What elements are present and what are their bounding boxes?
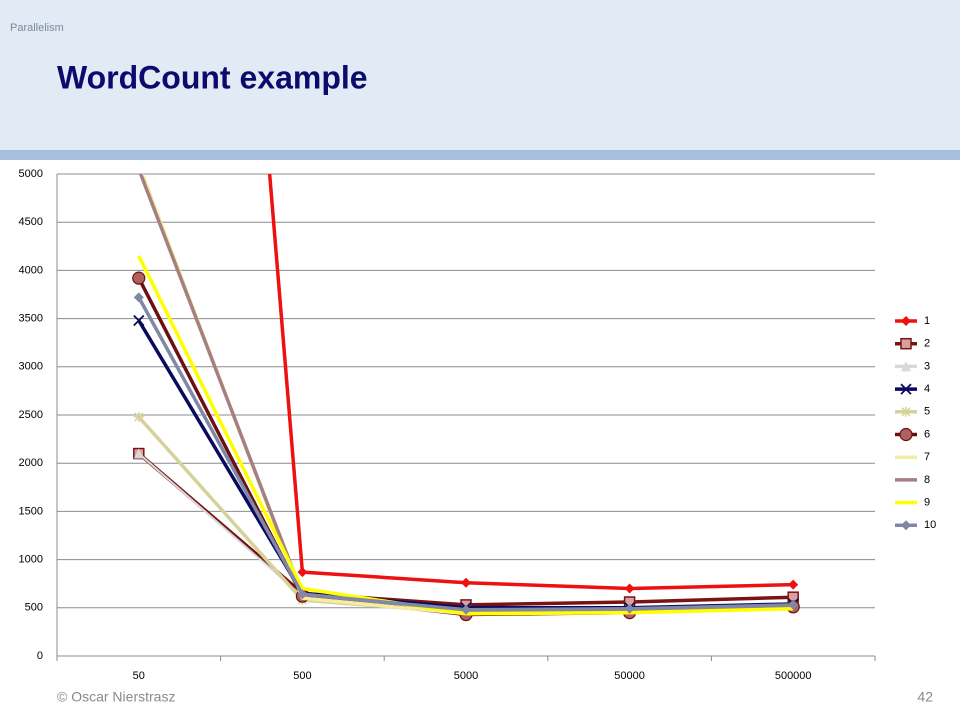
legend-label: 1 — [924, 315, 930, 327]
y-tick-label: 1500 — [19, 505, 43, 517]
marker — [900, 337, 912, 350]
header-band — [0, 0, 960, 150]
marker — [132, 271, 146, 285]
y-tick-label: 1000 — [19, 554, 43, 566]
y-tick-label: 2500 — [19, 409, 43, 421]
marker — [901, 361, 911, 372]
marker — [461, 604, 471, 615]
y-tick-label: 4500 — [19, 216, 43, 228]
y-tick-label: 5000 — [19, 168, 43, 180]
legend-label: 10 — [924, 519, 936, 531]
legend-label: 9 — [924, 497, 930, 509]
y-tick-label: 2000 — [19, 457, 43, 469]
legend-label: 6 — [924, 428, 930, 440]
legend-label: 3 — [924, 360, 930, 372]
marker — [900, 383, 912, 395]
marker — [788, 599, 799, 610]
marker — [901, 406, 911, 417]
marker — [899, 427, 913, 442]
footer-author: © Oscar Nierstrasz — [57, 689, 175, 705]
legend-label: 4 — [924, 383, 930, 395]
y-tick-label: 3500 — [19, 313, 43, 325]
legend-label: 2 — [924, 338, 930, 350]
x-tick-label: 500 — [293, 670, 311, 682]
section-label: Parallelism — [10, 22, 64, 34]
y-tick-label: 3000 — [19, 361, 43, 373]
marker — [133, 411, 144, 422]
marker — [461, 577, 471, 588]
marker — [901, 316, 911, 326]
marker — [133, 314, 145, 327]
x-tick-label: 50000 — [614, 670, 645, 682]
slide-title: WordCount example — [57, 59, 368, 95]
x-tick-label: 5000 — [454, 670, 478, 682]
header-strip — [0, 150, 960, 160]
marker — [788, 579, 799, 590]
marker — [297, 589, 308, 600]
marker — [133, 292, 144, 303]
marker — [624, 603, 635, 614]
marker — [133, 448, 144, 459]
marker — [901, 520, 911, 531]
x-tick-label: 50 — [133, 670, 145, 682]
plot-lines — [132, 174, 800, 622]
y-tick-label: 500 — [25, 602, 43, 614]
legend-label: 5 — [924, 406, 930, 418]
marker — [624, 583, 635, 594]
legend-label: 7 — [924, 451, 930, 463]
legend-label: 8 — [924, 474, 930, 486]
page-number: 42 — [917, 689, 933, 705]
marker — [297, 567, 308, 578]
x-tick-label: 500000 — [775, 670, 812, 682]
y-tick-label: 0 — [37, 650, 43, 662]
y-tick-label: 4000 — [19, 264, 43, 276]
